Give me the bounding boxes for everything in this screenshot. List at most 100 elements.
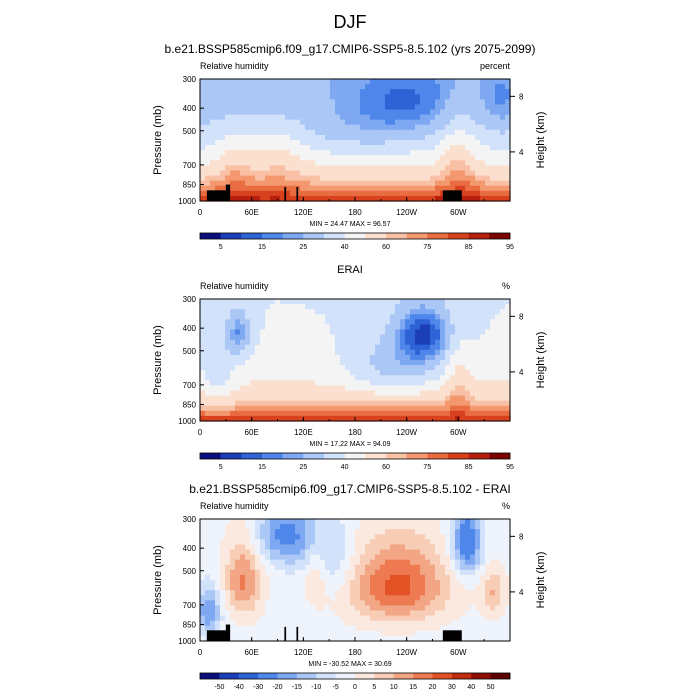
field-cell: [495, 415, 501, 422]
field-cell: [375, 114, 381, 121]
field-cell: [340, 190, 346, 197]
field-cell: [435, 534, 441, 540]
field-cell: [435, 400, 441, 407]
field-cell: [340, 600, 346, 607]
field-cell: [275, 630, 281, 637]
field-cell: [445, 395, 451, 402]
field-cell: [380, 324, 386, 331]
field-cell: [435, 334, 441, 341]
field-cell: [360, 595, 366, 601]
field-cell: [285, 365, 291, 371]
field-cell: [210, 165, 216, 172]
field-cell: [405, 170, 411, 177]
field-cell: [245, 524, 251, 530]
field-cell: [440, 554, 446, 561]
field-cell: [245, 99, 251, 106]
field-cell: [225, 129, 231, 136]
field-cell: [375, 380, 381, 387]
field-cell: [225, 304, 231, 310]
field-cell: [435, 170, 441, 177]
field-cell: [495, 145, 501, 151]
field-cell: [350, 365, 356, 371]
field-cell: [405, 145, 411, 151]
field-cell: [230, 549, 236, 556]
field-cell: [340, 324, 346, 331]
field-cell: [215, 580, 221, 586]
field-cell: [390, 119, 396, 126]
field-cell: [290, 519, 296, 525]
field-cell: [270, 324, 276, 331]
field-cell: [225, 150, 231, 156]
field-cell: [220, 405, 226, 412]
field-cell: [475, 140, 481, 146]
field-cell: [490, 195, 496, 202]
field-cell: [200, 160, 206, 167]
field-cell: [285, 160, 291, 167]
field-cell: [395, 360, 401, 366]
field-cell: [345, 180, 351, 187]
field-cell: [220, 360, 226, 366]
field-cell: [490, 319, 496, 326]
field-cell: [440, 534, 446, 540]
field-cell: [320, 134, 326, 141]
field-cell: [415, 349, 421, 356]
field-cell: [410, 415, 416, 422]
field-cell: [455, 569, 461, 576]
field-cell: [475, 170, 481, 177]
field-cell: [385, 625, 391, 632]
field-cell: [500, 405, 506, 412]
field-cell: [200, 390, 206, 397]
field-cell: [395, 84, 401, 90]
field-cell: [255, 544, 261, 551]
field-cell: [400, 84, 406, 90]
field-cell: [355, 524, 361, 530]
field-cell: [300, 124, 306, 131]
field-cell: [470, 134, 476, 141]
field-cell: [325, 140, 331, 146]
field-cell: [245, 180, 251, 187]
field-cell: [210, 314, 216, 320]
field-cell: [335, 630, 341, 637]
field-cell: [235, 94, 241, 100]
field-cell: [230, 529, 236, 535]
field-cell: [270, 385, 276, 392]
field-cell: [290, 190, 296, 197]
field-cell: [425, 185, 431, 192]
field-cell: [215, 375, 221, 381]
colorbar-label: 10: [390, 684, 398, 691]
field-cell: [215, 595, 221, 601]
field-cell: [425, 165, 431, 172]
field-cell: [425, 114, 431, 121]
field-cell: [415, 635, 421, 642]
field-cell: [485, 185, 491, 192]
field-cell: [250, 119, 256, 126]
field-cell: [330, 400, 336, 407]
field-cell: [295, 375, 301, 381]
field-cell: [360, 574, 366, 581]
panel-3-field: [200, 519, 511, 642]
field-cell: [410, 580, 416, 586]
field-cell: [245, 605, 251, 612]
field-cell: [365, 319, 371, 326]
field-cell: [255, 114, 261, 121]
field-cell: [215, 524, 221, 530]
field-cell: [400, 124, 406, 131]
x-tick-label: 120E: [294, 648, 313, 657]
field-cell: [435, 529, 441, 535]
field-cell: [205, 124, 211, 131]
field-cell: [450, 89, 456, 95]
field-cell: [265, 324, 271, 331]
field-cell: [275, 150, 281, 156]
field-cell: [415, 400, 421, 407]
y-tick-label: 300: [183, 295, 197, 304]
field-cell: [370, 524, 376, 530]
field-cell: [225, 99, 231, 106]
field-cell: [500, 625, 506, 632]
field-cell: [450, 104, 456, 111]
field-cell: [495, 410, 501, 417]
field-cell: [260, 319, 266, 326]
field-cell: [285, 574, 291, 581]
field-cell: [290, 590, 296, 596]
field-cell: [505, 620, 511, 627]
field-cell: [380, 89, 386, 95]
